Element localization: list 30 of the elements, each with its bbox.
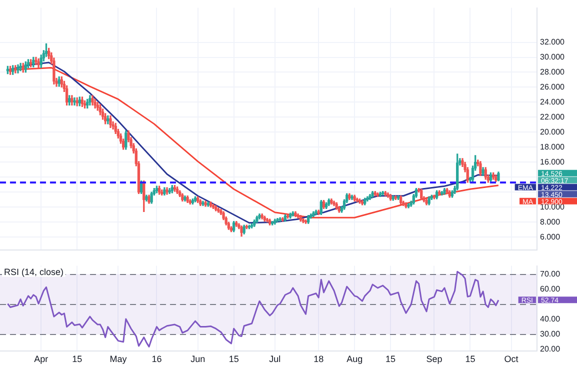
x-tick-label: Apr xyxy=(34,354,48,364)
y-tick-label: 18.000 xyxy=(540,142,566,152)
chart-title: RSI (14, close) xyxy=(4,266,64,277)
x-tick-label: 16 xyxy=(152,354,162,364)
y-tick-label: 16.000 xyxy=(540,157,566,166)
y-tick-label: 8.000 xyxy=(540,217,561,226)
x-tick-label: Jul xyxy=(269,354,281,364)
y-tick-label: 32.000 xyxy=(540,37,566,46)
x-tick-label: Sep xyxy=(426,354,442,364)
y-tick-label: 30.000 xyxy=(540,52,566,62)
y-tick-label: 6.000 xyxy=(540,232,561,242)
y-tick-label: 22.000 xyxy=(540,112,566,122)
y-tick-label: 40.00 xyxy=(540,314,561,324)
y-tick-label: 24.000 xyxy=(540,97,566,106)
x-tick-label: Jun xyxy=(190,354,206,364)
y-tick-label: 20.000 xyxy=(540,127,566,136)
x-tick-label: 18 xyxy=(314,354,324,364)
x-tick-label: Aug xyxy=(346,354,363,364)
x-tick-label: 15 xyxy=(386,354,396,364)
y-tick-label: 28.000 xyxy=(540,67,566,76)
x-tick-label: 15 xyxy=(72,354,82,364)
y-tick-label: 20.00 xyxy=(540,344,561,354)
y-tick-label: 30.00 xyxy=(540,330,561,339)
y-tick-label: 70.00 xyxy=(540,269,561,278)
y-tick-label: 60.00 xyxy=(540,284,561,294)
x-tick-label: 15 xyxy=(228,354,239,364)
x-tick-label: May xyxy=(110,354,128,364)
x-tick-label: Oct xyxy=(504,354,519,364)
y-tick-label: 26.000 xyxy=(540,82,566,92)
x-tick-label: 15 xyxy=(465,354,476,364)
